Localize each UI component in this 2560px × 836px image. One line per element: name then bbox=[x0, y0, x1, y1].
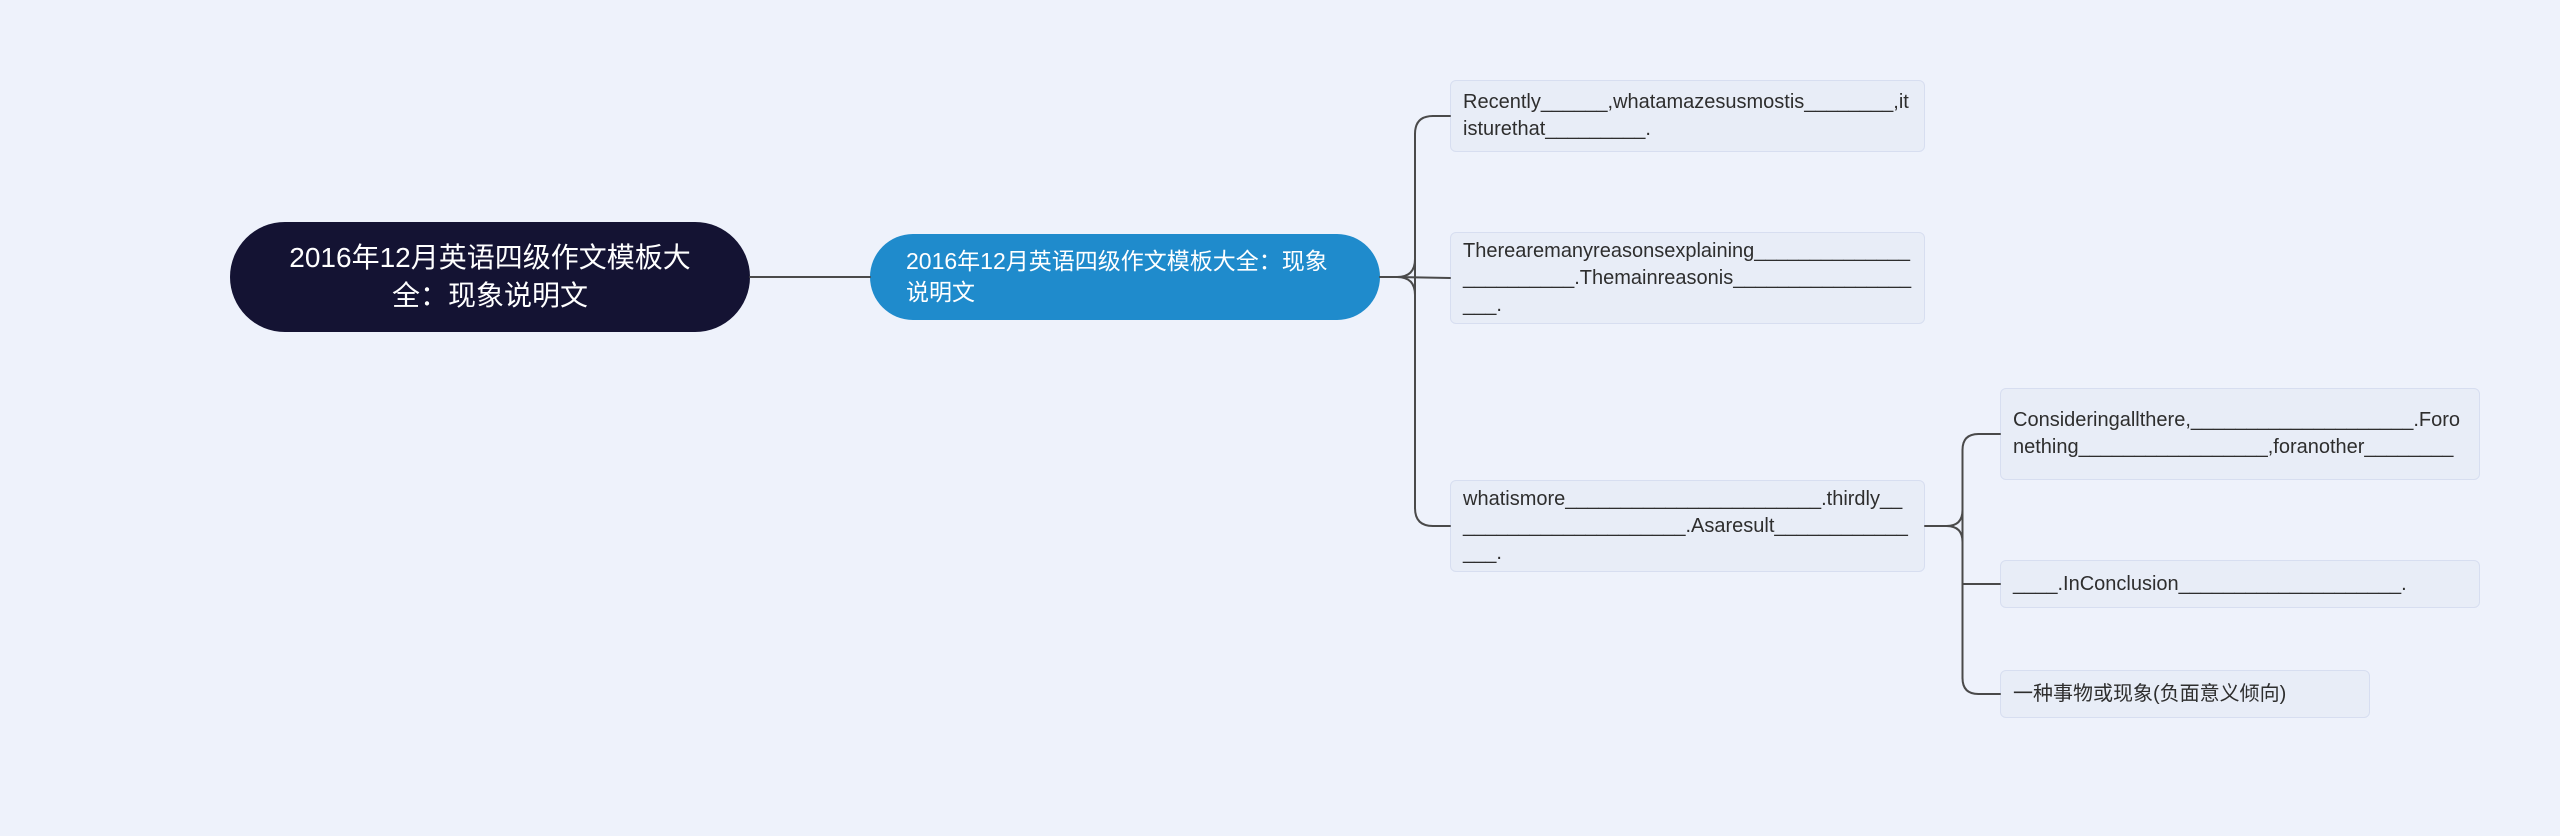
leaf-a-1: Therearemanyreasonsexplaining___________… bbox=[1450, 232, 1925, 324]
mindmap-canvas: 2016年12月英语四级作文模板大全：现象说明文 2016年12月英语四级作文模板… bbox=[0, 0, 2560, 836]
leaf-a-2: whatismore_______________________.thirdl… bbox=[1450, 480, 1925, 572]
leaf-b-0: Consideringallthere,____________________… bbox=[2000, 388, 2480, 480]
leaf-b-1: ____.InConclusion____________________. bbox=[2000, 560, 2480, 608]
leaf-a-0: Recently______,whatamazesusmostis_______… bbox=[1450, 80, 1925, 152]
root-node: 2016年12月英语四级作文模板大全：现象说明文 bbox=[230, 222, 750, 332]
hub-node: 2016年12月英语四级作文模板大全：现象说明文 bbox=[870, 234, 1380, 320]
leaf-b-2: 一种事物或现象(负面意义倾向) bbox=[2000, 670, 2370, 718]
